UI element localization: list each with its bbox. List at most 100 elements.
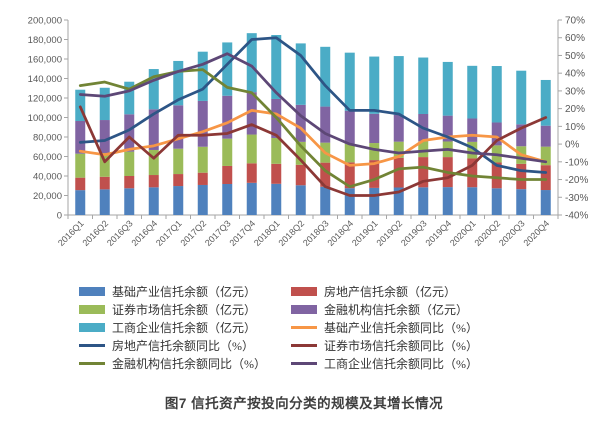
right-axis-tick-label: 40% — [565, 69, 585, 80]
bar-segment — [75, 153, 86, 178]
bar-segment — [442, 61, 453, 116]
bar-segment — [99, 189, 110, 215]
legend-line-swatch — [79, 361, 105, 365]
bar-segment — [393, 187, 404, 215]
right-axis-tick-label: -10% — [565, 157, 588, 168]
left-axis-tick-label: 80,000 — [33, 133, 62, 144]
bar-segment — [173, 105, 184, 149]
bar-segment — [491, 162, 502, 189]
bar-segment — [467, 141, 478, 159]
legend-line-swatch — [79, 343, 105, 347]
line-series — [78, 36, 548, 174]
legend-label: 证券市场信托余额同比（%） — [324, 338, 478, 353]
bar-segment — [246, 33, 257, 93]
right-axis-tick-label: 50% — [565, 51, 585, 62]
bar-segment — [99, 176, 110, 190]
x-axis-category-label: 2016Q3 — [105, 218, 135, 248]
line-series — [78, 68, 548, 189]
bar-segment — [344, 52, 355, 111]
left-axis-tick-label: 40,000 — [33, 172, 62, 183]
legend-bar-swatch — [79, 322, 105, 332]
legend-line-swatch — [291, 361, 317, 365]
bar-segment — [173, 186, 184, 215]
legend-item: 金融机构信托余额（亿元） — [291, 302, 529, 317]
legend-bar-swatch — [79, 304, 105, 314]
legend-label: 金融机构信托余额（亿元） — [324, 302, 469, 317]
bar-segment — [222, 165, 233, 184]
legend-bar-swatch — [79, 286, 105, 296]
bar-segment — [467, 118, 478, 142]
x-axis-category-label: 2019Q1 — [350, 218, 380, 248]
bar-segment — [222, 42, 233, 96]
left-axis-tick-label: 0 — [57, 211, 62, 222]
bar-segment — [467, 187, 478, 215]
bar-segment — [99, 120, 110, 153]
bar-segment — [99, 87, 110, 121]
legend-bar-swatch — [291, 304, 317, 314]
bar-segment — [320, 162, 331, 187]
bar-segment — [344, 188, 355, 215]
bar-segment — [491, 188, 502, 215]
bar-segment — [124, 151, 135, 176]
bar-segment — [222, 183, 233, 215]
x-axis-category-label: 2018Q1 — [252, 218, 282, 248]
legend-item: 基础产业信托余额同比（%） — [291, 320, 529, 335]
left-axis-tick-label: 20,000 — [33, 191, 62, 202]
legend-item: 证券市场信托余额同比（%） — [291, 338, 529, 353]
bar-segment — [344, 162, 355, 189]
x-axis-category-label: 2018Q2 — [276, 218, 306, 248]
bar-segment — [124, 176, 135, 189]
bar-segment — [491, 122, 502, 146]
line-series — [78, 52, 548, 164]
legend-label: 工商企业信托余额同比（%） — [324, 356, 478, 371]
bar-segment — [75, 121, 86, 154]
legend-item: 房地产信托余额同比（%） — [79, 338, 291, 353]
bar-segment — [369, 187, 380, 215]
bar-segment — [148, 149, 159, 176]
x-axis-category-label: 2018Q4 — [325, 218, 355, 248]
legend-label: 基础产业信托余额（亿元） — [112, 284, 257, 299]
bar-segment — [197, 100, 208, 147]
bar-segment — [393, 141, 404, 158]
bar-segment — [516, 124, 527, 147]
figure-caption: 图7 信托资产按投向分类的规模及其增长情况 — [164, 396, 444, 411]
bar-segment — [540, 190, 551, 215]
bar-segment — [271, 137, 282, 164]
right-axis-tick-label: -20% — [565, 175, 588, 186]
legend-bar-swatch — [291, 286, 317, 296]
x-axis-category-label: 2020Q2 — [472, 218, 502, 248]
right-axis-tick-label: 60% — [565, 33, 585, 44]
left-axis-tick-label: 120,000 — [28, 94, 62, 105]
legend-line-swatch — [291, 325, 317, 329]
bar-segment — [173, 148, 184, 175]
bar-segment — [344, 110, 355, 144]
x-axis-category-label: 2017Q4 — [227, 218, 257, 248]
bar-segment — [320, 186, 331, 215]
bar-segment — [75, 177, 86, 191]
x-axis-category-label: 2019Q2 — [374, 218, 404, 248]
legend-item: 基础产业信托余额（亿元） — [79, 284, 291, 299]
bar-segment — [148, 69, 159, 110]
bar-segment — [75, 89, 86, 122]
bar-segment — [295, 43, 306, 105]
line-series — [78, 105, 548, 197]
bar-segment — [491, 66, 502, 123]
legend-label: 基础产业信托余额同比（%） — [324, 320, 478, 335]
bar-segment — [124, 114, 135, 152]
right-axis-tick-label: 0% — [565, 140, 580, 151]
bar-segment — [516, 189, 527, 215]
right-axis-tick-label: -40% — [565, 211, 588, 222]
legend-item: 工商企业信托余额同比（%） — [291, 356, 529, 371]
bar-segment — [516, 163, 527, 190]
bar-segment — [295, 141, 306, 165]
legend-label: 房地产信托余额（亿元） — [324, 284, 457, 299]
bar-segment — [369, 160, 380, 188]
right-axis-tick-label: 10% — [565, 122, 585, 133]
bar-segment — [246, 163, 257, 183]
bar-segment — [75, 190, 86, 215]
legend-label: 证券市场信托余额（亿元） — [112, 302, 257, 317]
bar-segment — [271, 183, 282, 215]
bar-segment — [393, 114, 404, 142]
bar-segment — [540, 125, 551, 147]
